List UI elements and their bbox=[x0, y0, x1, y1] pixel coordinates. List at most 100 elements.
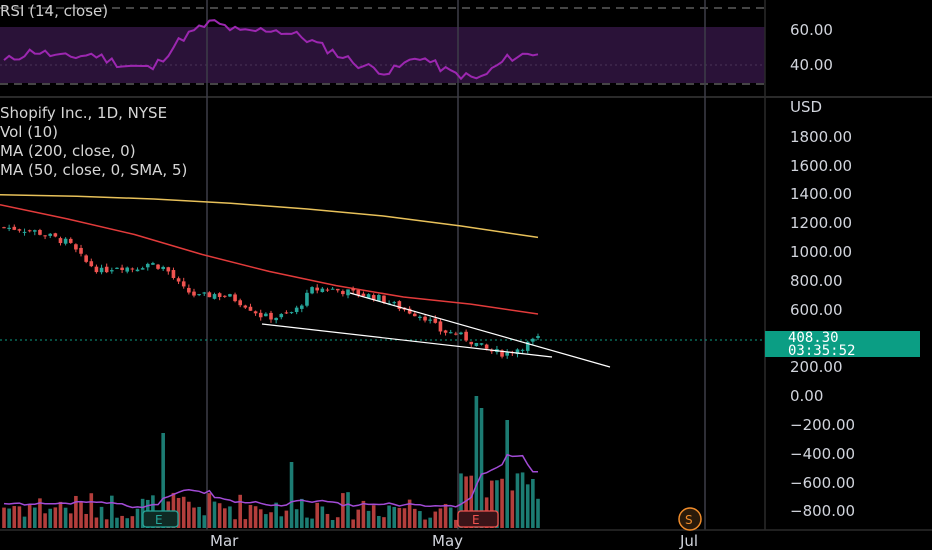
volume-bar bbox=[192, 507, 196, 528]
volume-bar bbox=[300, 498, 304, 528]
candle-body bbox=[43, 235, 47, 237]
earnings-marker-1[interactable]: E bbox=[142, 510, 179, 528]
price-tick: 0.00 bbox=[790, 387, 823, 405]
volume-bar bbox=[289, 462, 294, 528]
price-tick: 1400.00 bbox=[790, 185, 852, 203]
volume-bar bbox=[443, 503, 448, 528]
candle-body bbox=[120, 267, 124, 271]
candle-body bbox=[351, 288, 355, 291]
candle-body bbox=[125, 267, 130, 272]
candle-body bbox=[438, 321, 443, 332]
candle-body bbox=[525, 341, 530, 351]
volume-bar bbox=[176, 497, 181, 528]
candle-body bbox=[166, 267, 171, 272]
volume-bar bbox=[325, 513, 330, 528]
volume-bar bbox=[233, 519, 237, 528]
price-tick: −600.00 bbox=[790, 474, 855, 492]
candle-body bbox=[264, 313, 268, 317]
volume-bar bbox=[258, 509, 263, 528]
price-tick: 1000.00 bbox=[790, 243, 852, 261]
candle-body bbox=[212, 294, 217, 299]
time-axis[interactable]: Mar May Jul bbox=[210, 532, 698, 550]
rsi-indicator-label[interactable]: RSI (14, close) bbox=[0, 2, 109, 20]
candle-body bbox=[2, 227, 6, 229]
volume-bar bbox=[27, 504, 32, 528]
volume-bar bbox=[110, 495, 114, 528]
volume-bar bbox=[520, 472, 525, 528]
candle-body bbox=[63, 238, 68, 244]
candle-body bbox=[233, 294, 237, 302]
last-price-badge[interactable]: 408.30 03:35:52 bbox=[765, 331, 920, 359]
candle-body bbox=[500, 350, 504, 357]
candle-body bbox=[469, 341, 474, 345]
volume-bar bbox=[197, 506, 201, 528]
volume-bar bbox=[279, 516, 284, 528]
candle-body bbox=[315, 287, 320, 291]
candle-body bbox=[377, 295, 381, 302]
candle-body bbox=[361, 293, 366, 297]
time-label-mar: Mar bbox=[210, 532, 239, 550]
volume-bar bbox=[474, 396, 479, 528]
split-marker[interactable]: S bbox=[678, 507, 702, 531]
candles bbox=[2, 224, 540, 359]
candle-body bbox=[284, 312, 289, 314]
currency-label: USD bbox=[790, 98, 822, 116]
volume-bar bbox=[459, 473, 463, 528]
volume-bar bbox=[48, 508, 53, 528]
chart-legend[interactable]: Shopify Inc., 1D, NYSE Vol (10) MA (200,… bbox=[0, 104, 187, 180]
volume-bar bbox=[228, 506, 232, 528]
volume-bars bbox=[2, 396, 540, 528]
wedge-upper-trendline[interactable] bbox=[349, 292, 611, 368]
candle-body bbox=[418, 316, 422, 318]
volume-bar bbox=[135, 508, 140, 528]
volume-bar bbox=[63, 507, 68, 528]
candle-body bbox=[110, 270, 114, 272]
price-tick: −800.00 bbox=[790, 502, 855, 520]
volume-bar bbox=[68, 513, 73, 528]
candle-body bbox=[330, 288, 335, 290]
candle-body bbox=[192, 291, 196, 296]
price-tick: −400.00 bbox=[790, 445, 855, 463]
candle-body bbox=[140, 268, 145, 270]
volume-bar bbox=[243, 519, 248, 528]
volume-bar bbox=[125, 518, 130, 528]
candle-body bbox=[269, 312, 273, 320]
svg-text:E: E bbox=[155, 513, 163, 527]
candle-body bbox=[115, 267, 119, 269]
candle-body bbox=[79, 247, 83, 254]
candle-body bbox=[94, 266, 99, 273]
candle-body bbox=[197, 294, 201, 296]
candle-body bbox=[279, 314, 284, 318]
volume-bar bbox=[222, 508, 227, 528]
bar-countdown: 03:35:52 bbox=[788, 343, 856, 359]
volume-bar bbox=[248, 504, 253, 528]
candle-body bbox=[84, 255, 88, 262]
candle-body bbox=[7, 227, 11, 229]
candle-body bbox=[505, 352, 509, 356]
candle-body bbox=[248, 306, 253, 311]
volume-bar bbox=[510, 490, 515, 528]
candle-body bbox=[130, 268, 135, 270]
volume-bar bbox=[500, 478, 504, 528]
volume-bar bbox=[274, 502, 278, 528]
wedge-lower-trendline[interactable] bbox=[261, 323, 553, 358]
volume-bar bbox=[341, 493, 345, 528]
candle-body bbox=[58, 238, 63, 244]
volume-bar bbox=[38, 498, 42, 528]
candle-body bbox=[479, 343, 484, 345]
candle-body bbox=[202, 292, 207, 294]
earnings-marker-2[interactable]: E bbox=[457, 510, 499, 528]
candle-body bbox=[253, 311, 258, 314]
volume-bar bbox=[7, 508, 11, 528]
candle-body bbox=[305, 292, 309, 306]
candle-body bbox=[484, 344, 489, 349]
volume-bar bbox=[366, 510, 371, 528]
volume-bar bbox=[454, 519, 458, 528]
volume-bar bbox=[392, 506, 397, 528]
volume-bar bbox=[525, 484, 530, 528]
price-axis[interactable]: 60.00 40.00 USD 1800.00 1600.00 1400.00 … bbox=[790, 21, 855, 520]
price-tick: 600.00 bbox=[790, 301, 843, 319]
volume-bar bbox=[505, 420, 509, 528]
candle-body bbox=[341, 291, 345, 295]
